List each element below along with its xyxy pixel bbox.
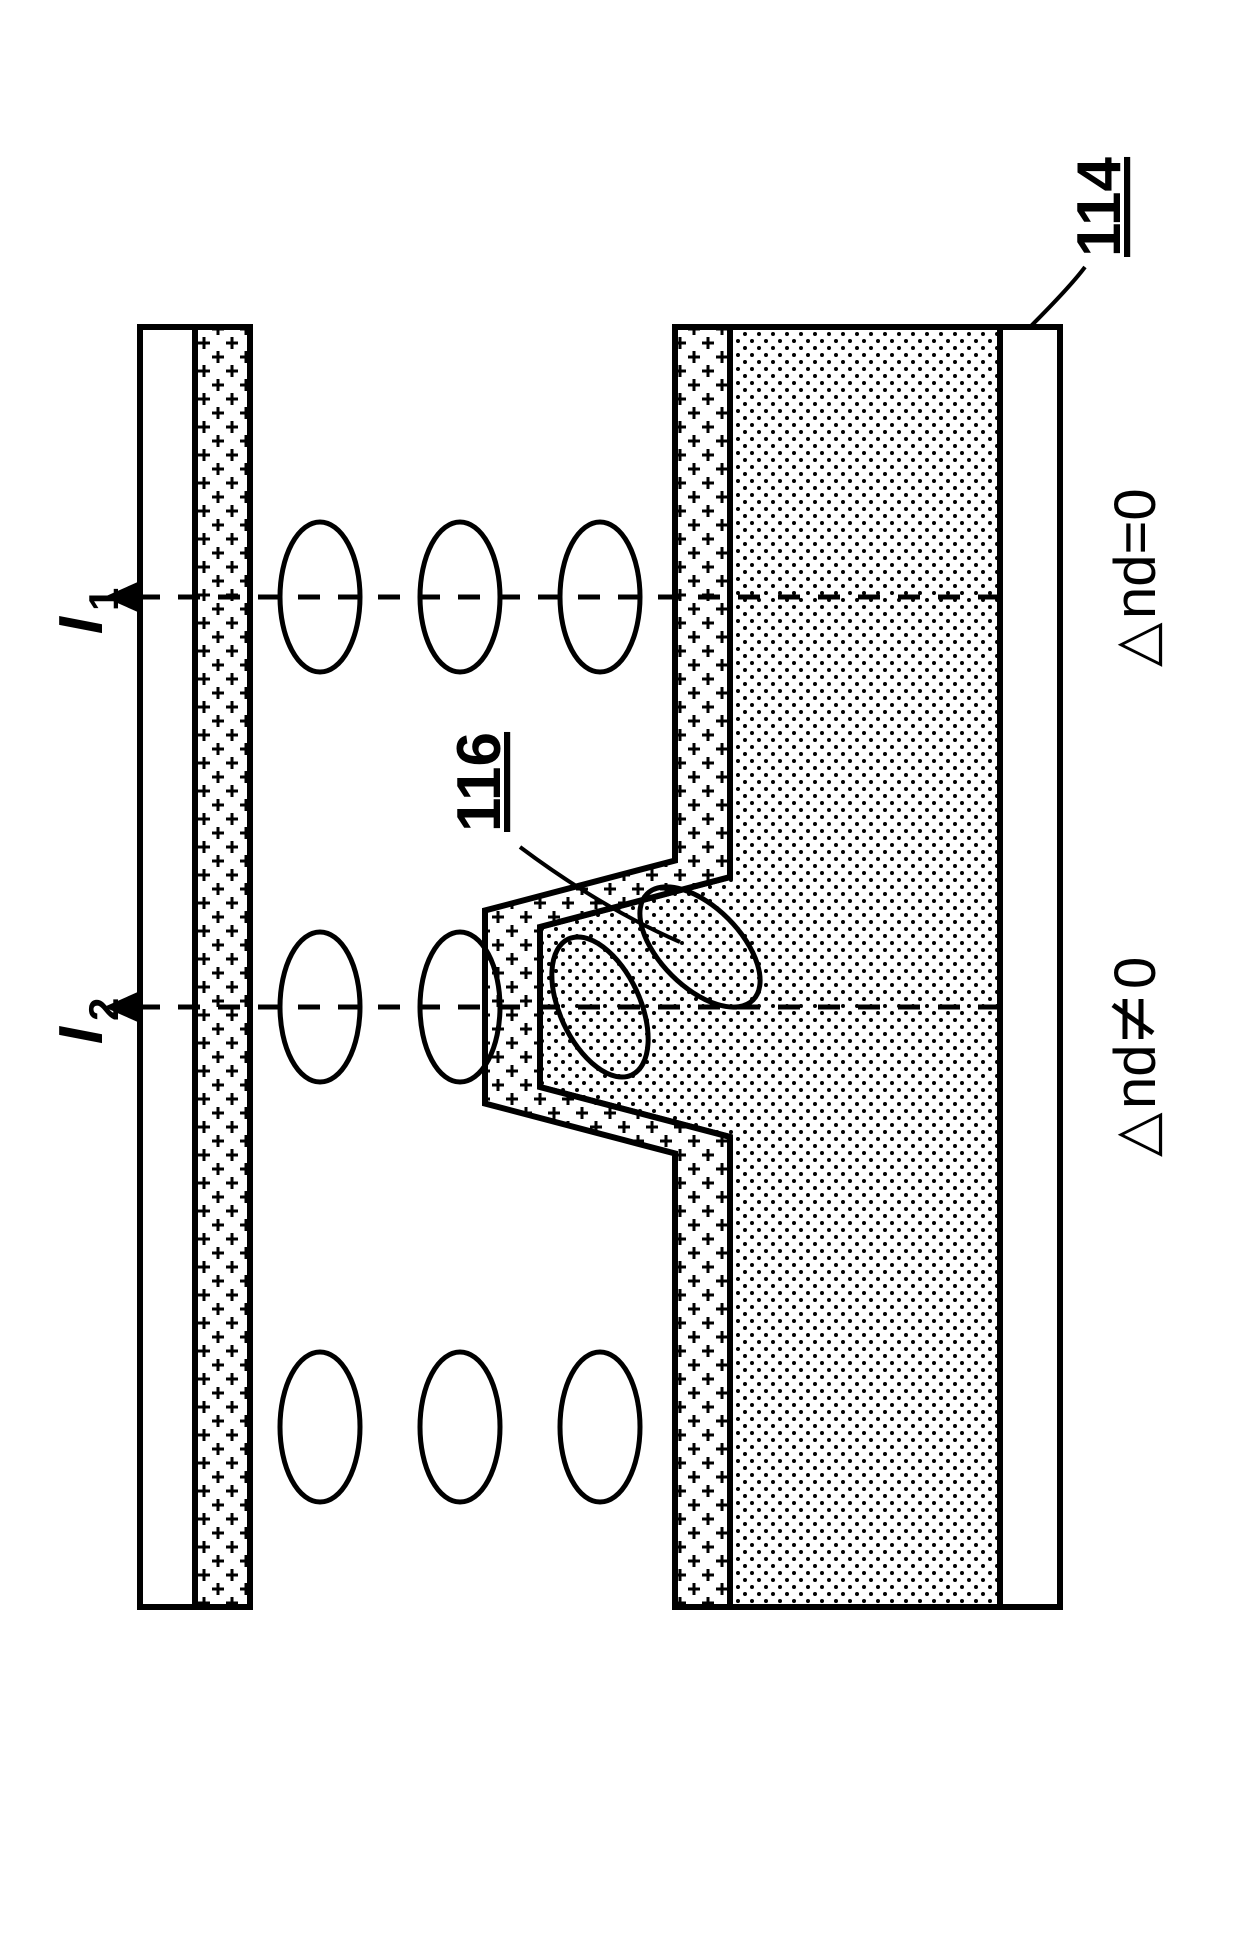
svg-text:△: △ [1103,1112,1168,1157]
svg-text:0: 0 [1103,957,1168,989]
svg-text:116: 116 [445,732,514,832]
svg-text:2: 2 [80,998,127,1021]
svg-text:1: 1 [80,588,127,611]
svg-text:114: 114 [1065,156,1134,257]
svg-text:nd: nd [1103,1044,1168,1109]
svg-text:I: I [47,1025,116,1044]
svg-text:I: I [47,615,116,634]
svg-text:nd=0: nd=0 [1103,488,1168,619]
svg-text:△: △ [1103,622,1168,667]
